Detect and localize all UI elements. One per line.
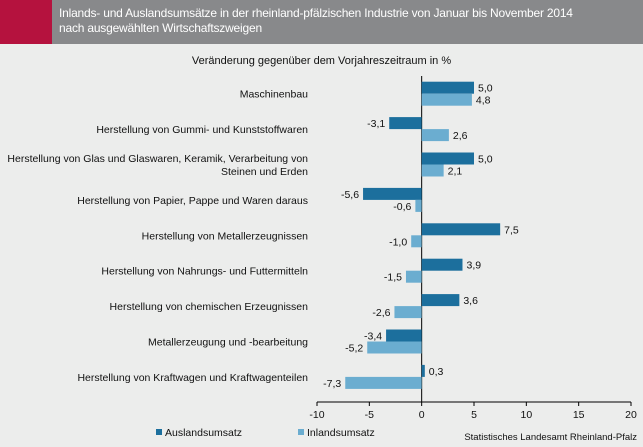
legend-swatch (298, 429, 304, 435)
category-label: Herstellung von Kraftwagen und Kraftwage… (77, 372, 308, 384)
bar-auslandsumsatz (421, 223, 501, 236)
bar-inlandsumsatz (345, 376, 422, 389)
bar-inlandsumsatz (421, 164, 444, 177)
chart-title: Inlands- und Auslandsumsätze in der rhei… (59, 6, 573, 36)
category-label: Herstellung von Gummi- und Kunststoffwar… (96, 124, 308, 136)
x-tick-label: 10 (520, 409, 532, 421)
data-label: 5,0 (478, 154, 493, 166)
bar-auslandsumsatz (421, 258, 463, 271)
bar-inlandsumsatz (421, 93, 472, 106)
bar-inlandsumsatz (415, 199, 422, 212)
header-banner: Inlands- und Auslandsumsätze in der rhei… (0, 0, 643, 44)
category-label: Herstellung von Nahrungs- und Futtermitt… (101, 266, 308, 278)
bar-auslandsumsatz (421, 294, 460, 307)
brand-block (0, 0, 52, 44)
bar-inlandsumsatz (411, 235, 422, 248)
x-tick-label: -10 (309, 409, 324, 421)
data-label: 2,6 (453, 130, 468, 142)
legend-swatch (156, 429, 162, 435)
category-label: Metallerzeugung und -bearbeitung (148, 337, 308, 349)
category-label: Herstellung von chemischen Erzeugnissen (110, 301, 309, 313)
data-label: 7,5 (504, 224, 519, 236)
title-line-2: nach ausgewählten Wirtschaftszweigen (59, 21, 262, 35)
bar-auslandsumsatz (363, 187, 422, 200)
category-label: Steinen und Erden (221, 166, 308, 178)
data-label: -2,6 (372, 307, 390, 319)
data-label: -1,0 (389, 236, 407, 248)
bar-auslandsumsatz (421, 364, 425, 377)
chart-subtitle: Veränderung gegenüber dem Vorjahreszeitr… (191, 55, 452, 67)
data-label: 3,6 (463, 295, 478, 307)
category-label: Maschinenbau (240, 89, 308, 101)
x-tick-label: -5 (365, 409, 374, 421)
title-line-1: Inlands- und Auslandsumsätze in der rhei… (59, 6, 573, 20)
legend-label: Inlandsumsatz (307, 427, 375, 439)
data-label: 5,0 (478, 83, 493, 95)
data-label: -7,3 (323, 378, 341, 390)
data-label: -5,6 (341, 189, 359, 201)
bar-auslandsumsatz (421, 81, 474, 94)
data-label: -0,6 (393, 201, 411, 213)
bar-inlandsumsatz (405, 270, 422, 283)
category-label: Herstellung von Glas und Glaswaren, Kera… (7, 153, 308, 165)
category-label: Herstellung von Papier, Pappe und Waren … (77, 195, 308, 207)
data-label: 4,8 (476, 95, 491, 107)
data-label: -3,1 (367, 118, 385, 130)
data-label: -3,4 (364, 331, 382, 343)
legend-label: Auslandsumsatz (165, 427, 242, 439)
data-label: -1,5 (384, 272, 402, 284)
source-note: Statistisches Landesamt Rheinland-Pfalz (464, 432, 637, 443)
bar-inlandsumsatz (421, 129, 449, 142)
category-label: Herstellung von Metallerzeugnissen (142, 230, 308, 242)
bar-auslandsumsatz (389, 117, 422, 130)
bar-inlandsumsatz (394, 306, 422, 319)
bar-auslandsumsatz (386, 329, 422, 342)
data-label: 2,1 (448, 166, 463, 178)
bar-inlandsumsatz (367, 341, 422, 354)
x-tick-label: 5 (471, 409, 477, 421)
x-tick-label: 15 (573, 409, 585, 421)
x-tick-label: 20 (625, 409, 637, 421)
bar-auslandsumsatz (421, 152, 474, 165)
x-tick-label: 0 (419, 409, 425, 421)
data-label: 0,3 (429, 366, 444, 378)
data-label: 3,9 (466, 260, 481, 272)
data-label: -5,2 (345, 343, 363, 355)
